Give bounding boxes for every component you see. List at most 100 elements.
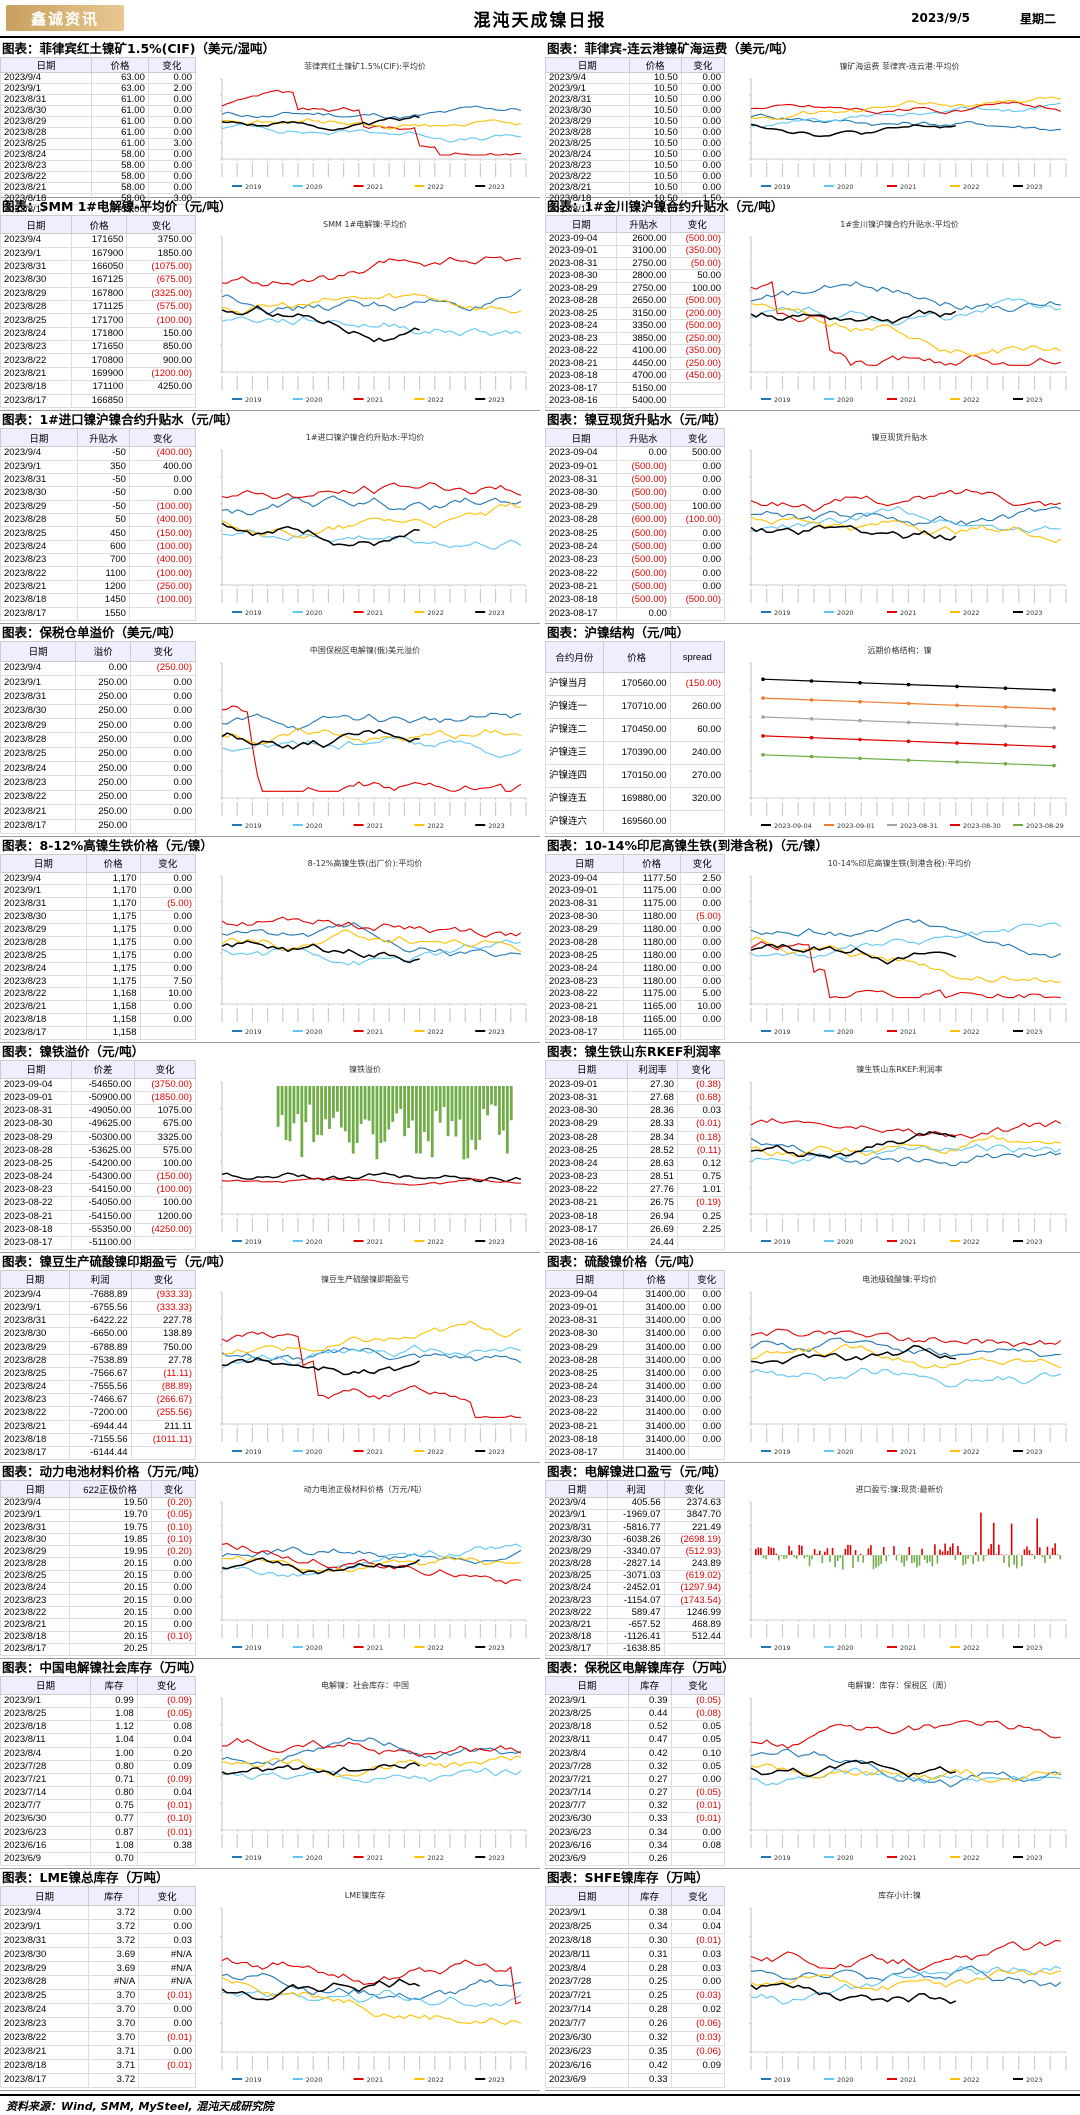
bar (1031, 1554, 1033, 1556)
bar (847, 1544, 849, 1556)
table-cell: 31400.00 (622, 1366, 690, 1382)
x-tick-label-placeholder (1065, 2056, 1067, 2070)
x-tick-label-placeholder (495, 1624, 497, 1638)
table-cell: 2023/6/23 (0, 1825, 92, 1840)
table-cell: 0.75 (676, 1170, 726, 1185)
bar (442, 1086, 446, 1107)
bar (454, 1086, 458, 1137)
table-row: 2023/8/17 55.00 (0, 204, 197, 216)
bar (1038, 1547, 1041, 1556)
table-cell: 0.33 (627, 1812, 672, 1827)
table-cell: 19.85 (68, 1533, 152, 1547)
table-row: 2023/8/22 3.70 (0.01) (0, 2030, 196, 2046)
table-cell: 2023/6/9 (545, 2072, 629, 2089)
bar (972, 1555, 975, 1565)
table-cell: 1,170 (85, 884, 141, 899)
table-row: 2023-08-25 -54200.00 100.00 (0, 1156, 196, 1172)
legend-label: 2020 (837, 1644, 854, 1652)
table-cell: 2023-08-23 (0, 1183, 72, 1198)
table-cell: 2023/8/21 (0, 1000, 87, 1015)
x-tick-label-placeholder (986, 1218, 988, 1232)
table-cell: 0.00 (139, 910, 196, 925)
table-cell: 2023/9/1 (0, 246, 72, 261)
table-cell: 0.00 (680, 138, 726, 150)
structure-point (1003, 724, 1008, 728)
x-tick-label-placeholder (327, 1834, 329, 1848)
x-tick-label-placeholder (813, 1008, 815, 1022)
legend-label: 2021 (900, 1644, 917, 1652)
table-cell: (600.00) (615, 513, 671, 528)
table-row: 2023-08-22 1175.00 5.00 (545, 987, 726, 1002)
table-cell: (500.00) (615, 579, 671, 595)
table-cell: 2023/8/30 (0, 703, 77, 720)
x-tick-label-placeholder (781, 1218, 784, 1232)
x-tick-label-placeholder (479, 1218, 481, 1232)
structure-point (809, 754, 814, 759)
table-cell: (0.09) (136, 1772, 197, 1788)
series-line (221, 1557, 421, 1575)
x-tick-label-placeholder (312, 1218, 314, 1232)
table-cell: 2023/8/31 (545, 94, 630, 106)
x-tick-label-placeholder (510, 1218, 512, 1232)
series-line (221, 1767, 522, 1784)
x-tick-label-placeholder (1033, 1218, 1036, 1232)
bar (276, 1086, 280, 1127)
table-row: 2023/8/25 0.44 (0.08) (545, 1707, 726, 1722)
table-cell: 2023/9/4 (0, 1496, 70, 1510)
x-tick-label-placeholder (986, 1624, 988, 1638)
table-cell: 31400.00 (622, 1445, 690, 1461)
x-tick-label-placeholder (1065, 1008, 1067, 1022)
table-cell: -54050.00 (70, 1196, 136, 1211)
bar (762, 1555, 765, 1558)
table-cell: 0.00 (669, 579, 726, 595)
table-cell: 2023-08-25 (545, 948, 624, 963)
column-header: 利润率 (627, 1060, 678, 1079)
table-cell: 2023-09-04 (0, 1077, 72, 1093)
series-line (750, 506, 1062, 527)
table-row: 2023-08-30 1180.00 (5.00) (545, 910, 726, 925)
table-cell: 2023/8/25 (544, 1569, 609, 1583)
table-cell: 167800 (70, 286, 128, 302)
x-tick-label-placeholder (479, 163, 481, 177)
chart-legend: 2019 2020 2021 2022 2023 (761, 1448, 1043, 1456)
column-header: 价格 (628, 57, 682, 73)
x-tick-label-placeholder (312, 1428, 314, 1442)
table-row: 2023/8/28 171125 (575.00) (0, 300, 196, 315)
x-tick-label-placeholder (358, 2056, 360, 2070)
table-cell: 2023-08-21 (0, 1209, 72, 1224)
x-tick-label-placeholder (939, 1008, 941, 1022)
series-line (750, 524, 957, 541)
table-row: 2023-08-24 28.63 0.12 (544, 1156, 726, 1172)
table-cell: 900.00 (126, 353, 196, 368)
table-row: 2023-08-29 28.33 (0.01) (544, 1117, 726, 1132)
bar (418, 1086, 422, 1154)
panel-p15: 图表：动力电池材料价格（万元/吨） 日期 622正极价格 变化 2023/9/4 19.5… (0, 1463, 540, 1659)
bar (478, 1086, 482, 1140)
x-tick-label-placeholder (251, 1428, 253, 1442)
structure-point (858, 699, 862, 704)
table-cell: 166850 (70, 393, 128, 409)
bar (969, 1555, 972, 1556)
table-cell: 1175.00 (622, 987, 681, 1002)
x-tick-label-placeholder (1033, 1428, 1036, 1442)
table-cell: 2750.00 (616, 256, 671, 271)
x-tick-label-placeholder (312, 1834, 314, 1848)
x-tick-label-placeholder (267, 2056, 269, 2070)
table-cell: 0.34 (627, 1919, 672, 1935)
x-tick-label-placeholder (373, 1834, 375, 1848)
data-table: 日期 库存 变化 2023/9/4 3.72 0.00 2023/9/1 3.72 0.00 20… (0, 1885, 196, 2089)
table-cell: 0.05 (670, 1720, 726, 1735)
panel-title: 图表：菲律宾-连云港镍矿海运费（美元/吨） (547, 41, 795, 56)
table-cell: 27.76 (627, 1183, 678, 1198)
chart: 库存小计:镍 2019 2020 2021 2022 2023 (725, 1886, 1080, 2088)
table-row: 2023/8/31 -5816.77 221.49 (544, 1520, 726, 1535)
column-header: 变化 (680, 57, 726, 73)
x-tick-label-placeholder (327, 163, 329, 177)
bar (957, 1545, 959, 1556)
table-cell (126, 393, 196, 409)
table-cell: 2023/8/22 (544, 1606, 609, 1620)
bar (857, 1555, 859, 1562)
table-cell: 0.00 (128, 472, 197, 488)
table-cell: 28.34 (627, 1130, 678, 1145)
data-table: 日期 价格 变化 2023/9/4 63.00 0.00 2023/9/1 63.00 2.00… (0, 57, 197, 216)
